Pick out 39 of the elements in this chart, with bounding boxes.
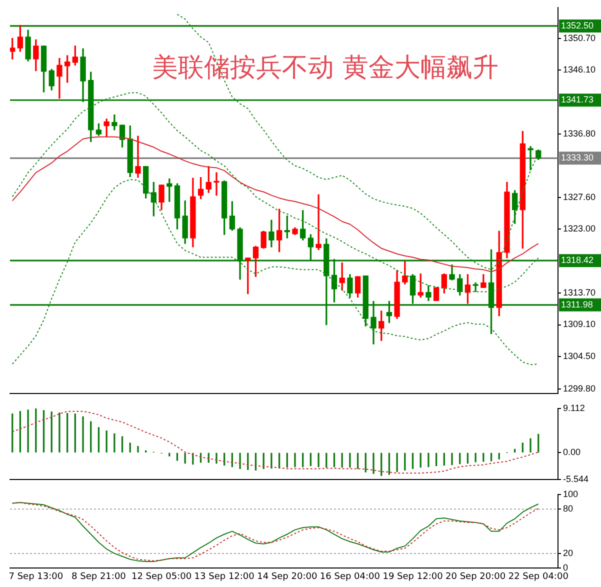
- x-tick-label: 7 Sep 13:00: [8, 572, 64, 582]
- y-tick-label: 1336.80: [563, 128, 596, 139]
- y-tick-label: 9.112: [563, 402, 585, 413]
- y-tick-label: 1323.00: [563, 224, 596, 234]
- y-tick-label: -5.544: [563, 474, 589, 484]
- candlestick: [528, 146, 534, 170]
- y-tick-label: 0: [563, 562, 568, 573]
- y-tick-label: 1313.70: [563, 288, 596, 298]
- y-tick-label: 1309.10: [563, 319, 596, 330]
- x-tick-label: 12 Sep 05:00: [131, 572, 192, 582]
- candlestick: [316, 194, 322, 250]
- x-tick-label: 16 Sep 04:00: [320, 572, 380, 582]
- ref-line-label: 1352.50: [561, 20, 594, 30]
- x-tick-label: 19 Sep 12:00: [382, 572, 444, 582]
- x-tick-label: 14 Sep 20:00: [257, 572, 318, 582]
- x-tick-label: 13 Sep 12:00: [194, 572, 255, 582]
- y-tick-label: 100: [563, 488, 578, 499]
- y-tick-label: 0.00: [563, 447, 581, 458]
- ref-line-label: 1318.42: [561, 255, 594, 266]
- y-tick-label: 1350.70: [563, 32, 596, 43]
- line-series: [12, 410, 539, 474]
- y-tick-label: 1327.60: [563, 192, 596, 202]
- candlestick: [472, 282, 478, 292]
- ref-line-label: 1341.73: [561, 94, 594, 105]
- line-series: [12, 179, 539, 366]
- y-tick-label: 80: [563, 504, 574, 514]
- y-tick-label: 20: [563, 548, 574, 558]
- candlestick: [214, 172, 220, 196]
- ref-line-label: 1333.30: [561, 152, 594, 163]
- ref-line-label: 1311.98: [561, 299, 593, 310]
- x-tick-label: 22 Sep 04:00: [508, 572, 569, 582]
- y-tick-label: 1299.80: [563, 383, 596, 394]
- y-tick-label: 1346.10: [563, 64, 596, 75]
- y-tick-label: 1304.50: [563, 350, 596, 361]
- candlestick: [135, 136, 141, 178]
- text: 美联储按兵不动 黄金大幅飙升: [152, 52, 498, 85]
- x-tick-label: 8 Sep 21:00: [72, 572, 126, 582]
- x-tick-label: 20 Sep 20:00: [446, 572, 506, 582]
- line-series: [176, 14, 539, 270]
